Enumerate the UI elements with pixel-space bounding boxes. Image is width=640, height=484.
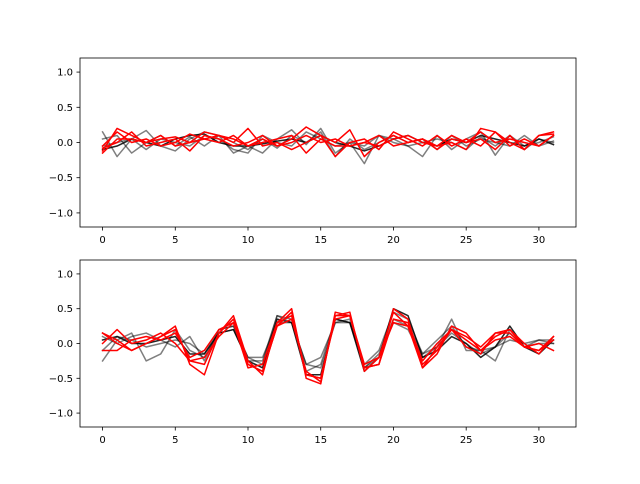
chart-2-x-tick-label: 15 [314,435,327,446]
chart-2-y-tick-label: 1.0 [57,269,73,280]
chart-1-x-tick-label: 10 [242,235,255,246]
chart-2-x-tick-label: 20 [387,435,400,446]
chart-2-x-tick-label: 0 [99,435,105,446]
chart-2-y-tick-label: −0.5 [49,374,73,385]
chart-1-x-tick-label: 30 [533,235,546,246]
chart-1-y-tick-label: −0.5 [49,173,73,184]
chart-1-y-tick-label: 0.0 [57,138,73,149]
chart-2-x-tick-label: 30 [533,435,546,446]
chart-1-series-7-line [101,131,555,152]
chart-2-y-tick-label: 0.0 [57,339,73,350]
bottom-subplot: 0 5 10 15 20 25 30 −1.0 −0.5 0.0 0.5 1.0 [49,259,577,446]
chart-2-series-8-line [101,314,555,383]
chart-2-x-tick-label: 10 [242,435,255,446]
chart-1-x-tick-label: 0 [99,235,105,246]
chart-1-y-tick-label: 0.5 [57,103,73,114]
chart-1-x-tick-label: 20 [387,235,400,246]
chart-1-x-tick-label: 15 [314,235,327,246]
chart-1-series-5-line [101,127,555,158]
chart-2-series-group [101,307,555,385]
chart-1-x-tick-label: 5 [172,235,178,246]
chart-2-y-tick-label: −1.0 [49,409,73,420]
top-subplot: 0 5 10 15 20 25 30 −1.0 −0.5 0.0 0.5 1.0 [49,57,577,246]
chart-1-x-tick-label: 25 [460,235,473,246]
chart-2-y-tick-label: 0.5 [57,304,73,315]
chart-1-series-8-line [101,131,555,155]
chart-1-series-group [101,126,555,165]
chart-2-x-tick-label: 25 [460,435,473,446]
chart-1-y-tick-label: 1.0 [57,68,73,79]
chart-1-y-tick-label: −1.0 [49,208,73,219]
chart-2-x-tick-label: 5 [172,435,178,446]
